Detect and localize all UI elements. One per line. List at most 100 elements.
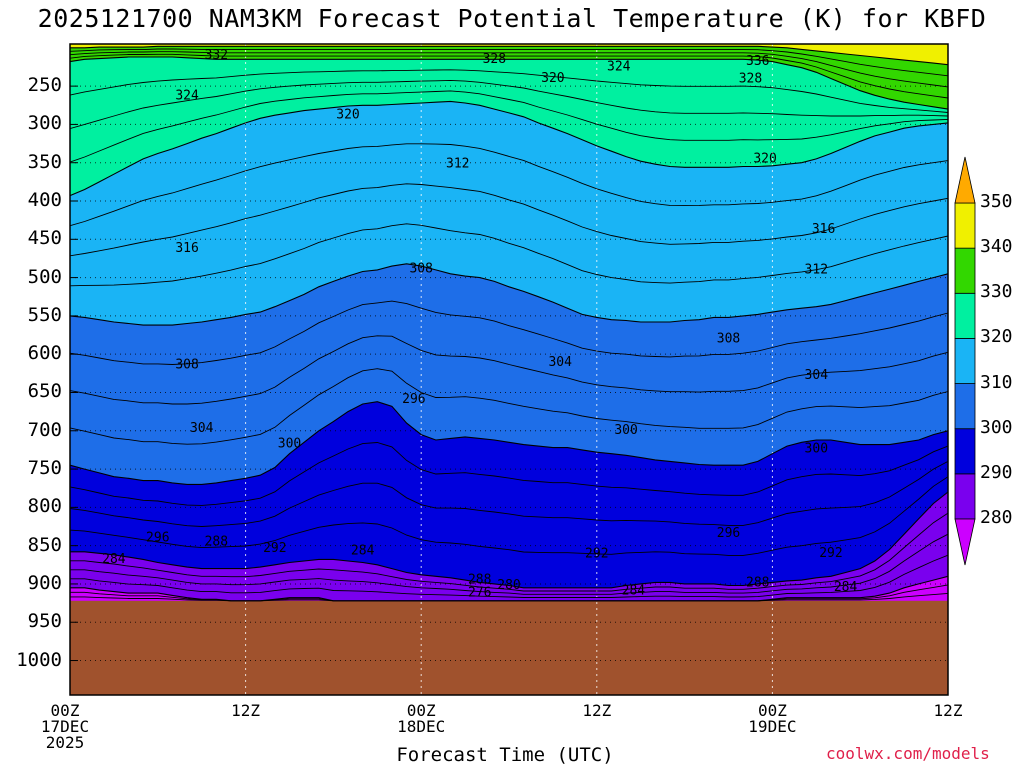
colorbar-upper-arrow (954, 156, 976, 204)
colorbar-segment (954, 247, 976, 294)
contour-intermediate (69, 335, 949, 405)
x-tick-label: 00Z 19DEC (748, 701, 797, 736)
contour-intermediate (69, 143, 949, 227)
contour-intermediate (69, 300, 949, 365)
contour-intermediate (70, 592, 949, 602)
contour-label: 300 (614, 423, 637, 438)
contour-label: 324 (607, 59, 631, 74)
contour-label: 284 (622, 583, 646, 598)
y-tick-label: 850 (27, 533, 62, 556)
source-credit: coolwx.com/models (826, 744, 990, 763)
contour-label: 332 (205, 48, 228, 63)
x-axis-title: Forecast Time (UTC) (396, 744, 614, 766)
colorbar-lower-arrow (954, 518, 976, 566)
colorbar-segment (954, 473, 976, 520)
colorbar-label: 350 (980, 191, 1013, 212)
contour-intermediate (69, 69, 949, 113)
theta-color-layers (70, 44, 948, 695)
y-tick-label: 900 (27, 571, 62, 594)
contour-label: 292 (263, 541, 286, 556)
x-tick-label: 12Z (231, 701, 261, 720)
contour-label: 308 (409, 262, 432, 277)
contour-label: 328 (483, 52, 506, 67)
contour-theta_320 (69, 100, 949, 197)
contour-label: 284 (102, 552, 126, 567)
contour-lines (69, 45, 949, 602)
contour-label: 312 (446, 157, 469, 172)
ground-surface (70, 600, 948, 695)
y-tick-label: 800 (27, 495, 62, 518)
contour-label: 276 (468, 586, 491, 601)
contour-label: 304 (548, 355, 572, 370)
contour-theta_290 (70, 491, 949, 589)
y-tick-label: 650 (27, 380, 62, 403)
chart-title: 2025121700 NAM3KM Forecast Potential Tem… (37, 4, 987, 33)
colorbar-label: 290 (980, 461, 1013, 483)
contour-label: 304 (805, 368, 829, 383)
contour-intermediate (69, 476, 949, 556)
contour-label: 284 (351, 543, 375, 558)
contour-intermediate (70, 512, 949, 592)
y-tick-label: 1000 (16, 648, 62, 671)
contour-label: 288 (205, 534, 228, 549)
colorbar-label: 300 (980, 416, 1013, 438)
plot-border (69, 43, 949, 696)
colorbar-segment (954, 338, 976, 384)
colorbar (954, 156, 976, 566)
colorbar-label: 280 (980, 507, 1013, 528)
contour-label: 300 (805, 442, 828, 457)
colorbar-segment (954, 428, 976, 475)
contour-label: 296 (402, 392, 425, 407)
contour-intermediate (69, 461, 949, 527)
contour-intermediate (69, 90, 949, 163)
contour-label: 280 (497, 578, 520, 593)
contour-theta_300 (69, 401, 949, 485)
contour-intermediate (69, 183, 949, 257)
y-tick-label: 300 (27, 112, 62, 135)
contour-label: 320 (336, 108, 359, 123)
contour-intermediate (69, 368, 949, 445)
contour-label: 312 (805, 262, 828, 277)
y-tick-label: 500 (27, 265, 62, 288)
contour-label: 320 (541, 71, 564, 86)
contour-label: 296 (146, 530, 169, 545)
colorbar-segment (954, 202, 976, 249)
contour-intermediate (70, 554, 949, 598)
contour-label: 316 (812, 222, 835, 237)
contour-label: 284 (834, 580, 858, 595)
contour-label: 296 (717, 526, 740, 541)
y-tick-label: 400 (27, 189, 62, 211)
contour-theta_310 (69, 263, 949, 326)
colorbar-segment (954, 383, 976, 430)
colorbar-label: 310 (980, 371, 1013, 393)
contour-theta_330 (69, 56, 949, 110)
contour-intermediate (70, 533, 949, 595)
x-tick-label: 12Z (582, 701, 612, 720)
contour-theta_340 (70, 45, 949, 66)
y-tick-label: 350 (27, 150, 62, 173)
contour-label: 336 (746, 54, 769, 69)
theta-band-theta_320 (70, 44, 948, 196)
contour-label: 292 (585, 547, 608, 562)
contour-label: 308 (717, 331, 740, 346)
contour-intermediate (69, 442, 949, 506)
contour-label: 288 (468, 573, 491, 588)
contour-label: 292 (819, 546, 842, 561)
contour-label: 304 (190, 421, 214, 436)
contour-intermediate (69, 223, 949, 287)
colorbar-label: 320 (980, 326, 1013, 348)
colorbar-label: 340 (980, 236, 1013, 258)
x-tick-label: 00Z 17DEC 2025 (40, 701, 90, 752)
y-tick-label: 250 (27, 74, 62, 97)
y-tick-label: 450 (27, 227, 62, 250)
contour-label: 300 (278, 436, 301, 451)
y-tick-label: 750 (27, 457, 62, 480)
y-tick-label: 600 (27, 342, 62, 365)
contour-intermediate (69, 53, 949, 99)
contour-label: 288 (746, 576, 769, 591)
contour-label: 324 (175, 89, 199, 104)
y-tick-label: 950 (27, 610, 62, 633)
contour-intermediate (69, 51, 949, 88)
contour-label: 308 (175, 357, 198, 372)
